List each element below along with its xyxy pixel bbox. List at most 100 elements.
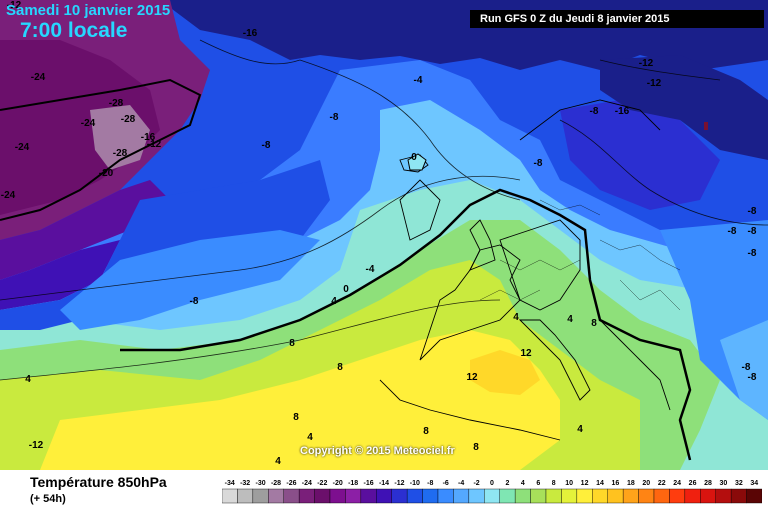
scale-tick-label: -4 <box>458 480 464 487</box>
variable-title: Température 850hPa <box>30 474 167 490</box>
scale-swatch <box>437 488 454 504</box>
isotherm-label: -8 <box>742 362 751 373</box>
isotherm-label: -4 <box>414 75 423 86</box>
isotherm-label: 8 <box>423 426 429 437</box>
isotherm-label: -12 <box>639 58 654 69</box>
scale-tick-label: 10 <box>565 480 573 487</box>
scale-tick-label: -14 <box>379 480 389 487</box>
isotherm-label: -16 <box>615 106 630 117</box>
scale-swatch <box>715 488 732 504</box>
scale-tick-label: -12 <box>394 480 404 487</box>
scale-swatch <box>314 488 331 504</box>
scale-swatch <box>329 488 346 504</box>
scale-swatch <box>530 488 547 504</box>
isotherm-label: -28 <box>113 148 128 159</box>
isotherm-label: 4 <box>25 374 31 385</box>
isotherm-label: 4 <box>275 456 281 467</box>
forecast-time: 7:00 locale <box>20 19 128 42</box>
color-scale: -34 -32 -30 -28 -26 -24 -22 -20 -18 -16 -14 -12 -10-… <box>222 480 762 504</box>
scale-swatch <box>700 488 716 504</box>
scale-swatch <box>268 488 284 504</box>
scale-tick-label: 0 <box>490 480 494 487</box>
isotherm-label: -24 <box>1 190 16 201</box>
scale-tick-label: 2 <box>505 480 509 487</box>
scale-swatch <box>514 488 531 504</box>
scale-swatch <box>283 488 300 504</box>
isotherm-label: -8 <box>748 248 757 259</box>
run-info: Run GFS 0 Z du Jeudi 8 janvier 2015 <box>470 10 764 28</box>
isotherm-label: -28 <box>109 98 124 109</box>
isotherm-label: -24 <box>31 72 46 83</box>
scale-swatch <box>298 488 315 504</box>
scale-tick-label: 16 <box>612 480 620 487</box>
isotherm-label: -12 <box>147 139 162 150</box>
isotherm-label: -24 <box>15 142 30 153</box>
isotherm-label: 12 <box>520 348 532 359</box>
scale-swatch <box>237 488 254 504</box>
isotherm-label: 8 <box>337 362 343 373</box>
isotherm-label: -8 <box>748 206 757 217</box>
isotherm-label: -8 <box>748 226 757 237</box>
isotherm-label: -12 <box>7 0 22 11</box>
forecast-date: Samedi 10 janvier 2015 <box>6 2 171 19</box>
isotherm-label: -20 <box>99 168 114 179</box>
scale-tick-label: -32 <box>240 480 250 487</box>
scale-tick-label: -6 <box>443 480 449 487</box>
isotherm-label: 12 <box>466 372 478 383</box>
scale-swatch <box>422 488 439 504</box>
scale-tick-label: 32 <box>735 480 743 487</box>
scale-swatch <box>622 488 639 504</box>
scale-tick-label: 4 <box>521 480 525 487</box>
isotherm-label: -8 <box>534 158 543 169</box>
isotherm-label: -8 <box>190 296 199 307</box>
isotherm-label: -16 <box>141 132 156 143</box>
scale-swatch <box>376 488 392 504</box>
scale-tick-label: -2 <box>473 480 479 487</box>
scale-tick-label: -20 <box>333 480 343 487</box>
isotherm-label: 8 <box>289 338 295 349</box>
scale-tick-label: 24 <box>673 480 681 487</box>
isotherm-label: -12 <box>647 78 662 89</box>
scale-swatch <box>484 488 500 504</box>
temperature-map: -12-16-24-28-24 -28-16-12-28-24-20-24-8-8… <box>0 0 768 470</box>
scale-swatch <box>545 488 562 504</box>
scale-swatch <box>653 488 670 504</box>
lead-time: (+ 54h) <box>30 493 66 505</box>
isotherm-label: -8 <box>728 226 737 237</box>
scale-tick-label: 30 <box>720 480 728 487</box>
scale-swatch <box>360 488 377 504</box>
scale-swatch <box>576 488 593 504</box>
isotherm-label: -8 <box>748 372 757 383</box>
scale-swatch <box>561 488 578 504</box>
scale-swatch <box>222 488 238 504</box>
isotherm-label: 4 <box>577 424 583 435</box>
isotherm-label: -24 <box>81 118 96 129</box>
scale-tick-label: -28 <box>271 480 281 487</box>
scale-swatch <box>592 488 608 504</box>
scale-tick-label: 18 <box>627 480 635 487</box>
isotherm-label: -4 <box>366 264 375 275</box>
scale-tick-label: 8 <box>552 480 556 487</box>
scale-swatch <box>453 488 470 504</box>
isotherm-label: -8 <box>330 112 339 123</box>
scale-tick-label: -30 <box>256 480 266 487</box>
scale-swatch <box>730 488 747 504</box>
isotherm-label: 0 <box>343 284 349 295</box>
scale-swatch <box>607 488 624 504</box>
scale-tick-label: -34 <box>225 480 235 487</box>
copyright-text: Copyright © 2015 Meteociel.fr <box>300 445 455 457</box>
scale-swatch <box>638 488 655 504</box>
isotherm-label: 4 <box>307 432 313 443</box>
isotherm-label: -12 <box>29 440 44 451</box>
isotherm-label: 4 <box>513 312 519 323</box>
isotherm-label: -8 <box>590 106 599 117</box>
scale-tick-label: 12 <box>581 480 589 487</box>
scale-tick-label: -26 <box>286 480 296 487</box>
isotherm-label: -28 <box>121 114 136 125</box>
scale-tick-label: 22 <box>658 480 666 487</box>
scale-tick-label: -8 <box>427 480 433 487</box>
scale-tick-label: -10 <box>410 480 420 487</box>
scale-tick-label: 20 <box>642 480 650 487</box>
scale-swatch <box>406 488 423 504</box>
scale-tick-label: 34 <box>750 480 758 487</box>
